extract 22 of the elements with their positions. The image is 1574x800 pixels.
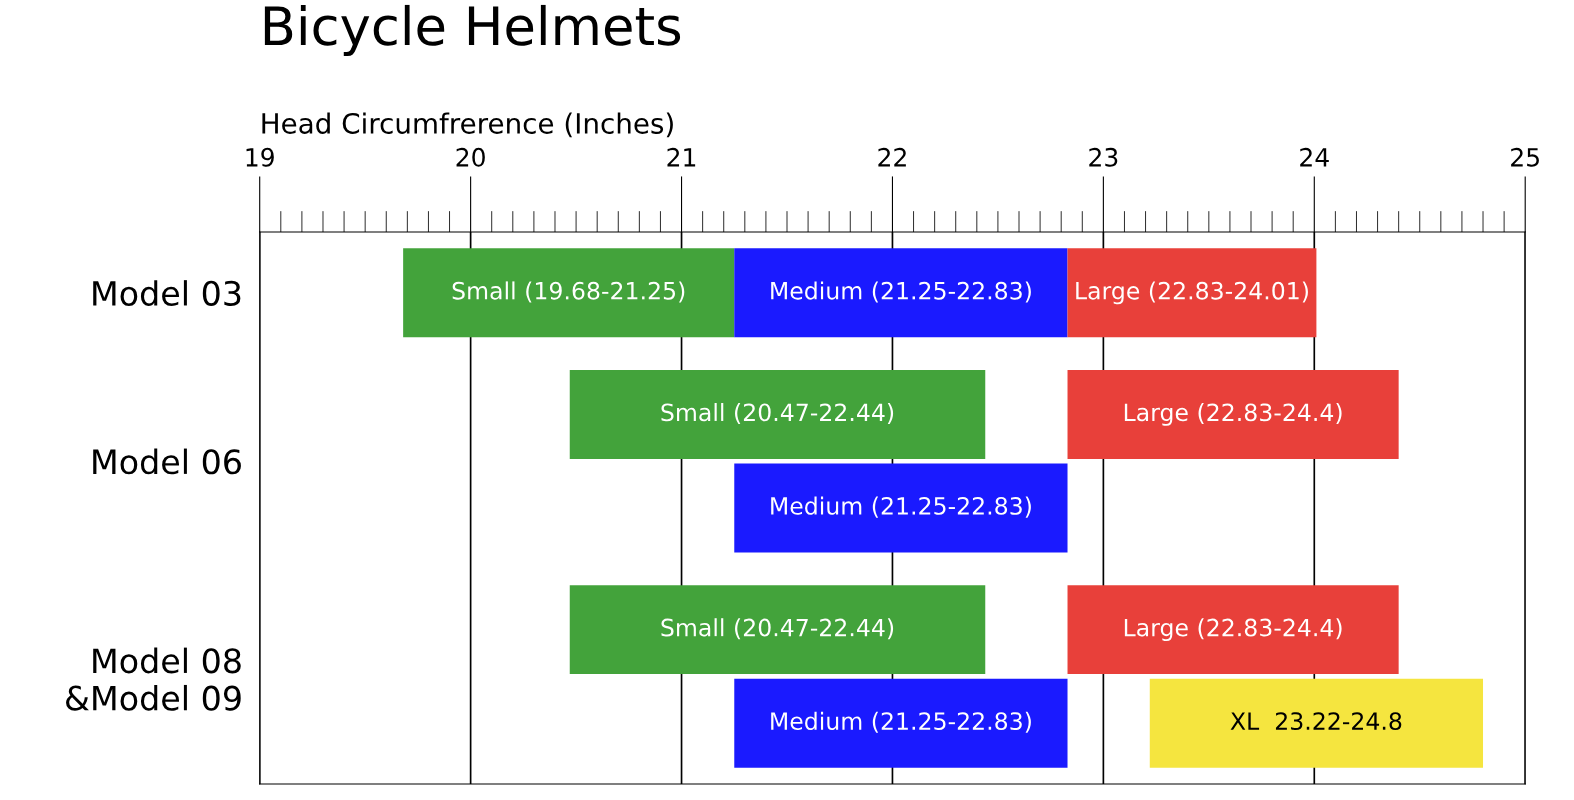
y-tick-label: Model 06 <box>93 448 241 475</box>
data-label: Medium (21.25-22.83) <box>771 281 1031 303</box>
x-tick-label: 22 <box>878 147 906 167</box>
data-label: Small (19.68-21.25) <box>452 281 685 303</box>
x-tick-label: 20 <box>456 147 485 167</box>
data-label: Large (22.83-24.4) <box>1124 618 1342 642</box>
x-tick-label: 21 <box>667 147 696 167</box>
x-tick-label: 19 <box>246 147 274 167</box>
data-label: Large (22.83-24.4) <box>1124 403 1342 426</box>
x-tick-label: 25 <box>1511 147 1539 167</box>
data-label: Medium (21.25-22.83) <box>771 496 1031 518</box>
data-label: Small (20.47-22.44) <box>661 403 894 425</box>
y-tick-label: Model 08 &Model 09 <box>66 647 241 711</box>
data-label: Small (20.47-22.44) <box>661 618 894 640</box>
x-tick-label: 23 <box>1089 147 1118 167</box>
data-label: Medium (21.25-22.83) <box>771 711 1031 733</box>
y-tick-label: Model 03 <box>93 280 241 306</box>
data-label: Large (22.83-24.01) <box>1076 281 1308 305</box>
x-axis-title: Head Circumfrerence (Inches) <box>262 112 673 138</box>
chart-title: Bicycle Helmets <box>264 4 681 56</box>
data-label: XL 23.22-24.8 <box>1230 712 1402 731</box>
x-tick-label: 24 <box>1300 147 1329 167</box>
